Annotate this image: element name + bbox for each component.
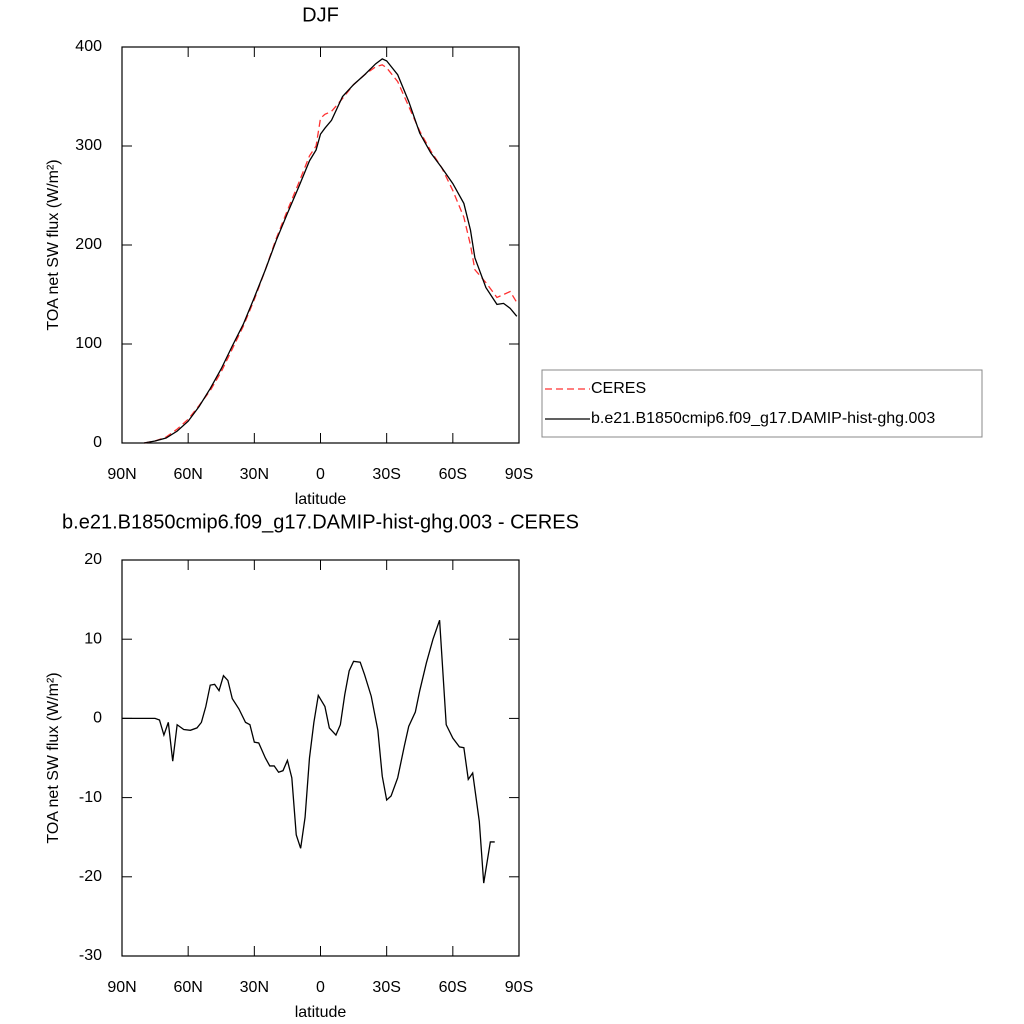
x-tick-label: 30N xyxy=(240,979,269,996)
chart-title: DJF xyxy=(302,4,339,26)
x-tick-label: 90N xyxy=(107,979,136,996)
y-tick-label: -20 xyxy=(79,868,102,885)
x-tick-label: 30S xyxy=(372,466,400,483)
legend-label: b.e21.B1850cmip6.f09_g17.DAMIP-hist-ghg.… xyxy=(591,410,935,427)
y-tick-label: 100 xyxy=(75,335,102,352)
plot-frame xyxy=(121,46,520,444)
x-tick-label: 30S xyxy=(372,979,400,996)
y-tick-label: -30 xyxy=(79,947,102,964)
plot-frame xyxy=(121,559,520,957)
y-tick-label: 0 xyxy=(93,434,102,451)
x-tick-label: 90S xyxy=(505,979,533,996)
x-axis-label: latitude xyxy=(295,491,347,508)
x-tick-label: 0 xyxy=(316,979,325,996)
x-tick-label: 60S xyxy=(439,979,467,996)
x-tick-label: 90S xyxy=(505,466,533,483)
y-tick-label: 200 xyxy=(75,236,102,253)
y-tick-label: -10 xyxy=(79,789,102,806)
y-axis-label: TOA net SW flux (W/m²) xyxy=(45,159,62,330)
x-tick-label: 60N xyxy=(173,979,202,996)
data-line xyxy=(122,619,495,884)
x-tick-label: 60N xyxy=(173,466,202,483)
chart-title: b.e21.B1850cmip6.f09_g17.DAMIP-hist-ghg.… xyxy=(62,511,579,533)
y-tick-label: 300 xyxy=(75,137,102,154)
x-axis-label: latitude xyxy=(295,1004,347,1021)
data-line xyxy=(143,64,518,444)
y-tick-label: 10 xyxy=(84,630,102,647)
x-tick-label: 30N xyxy=(240,466,269,483)
data-line xyxy=(143,58,518,444)
y-tick-label: 400 xyxy=(75,38,102,55)
legend-box xyxy=(541,369,983,438)
y-tick-label: 20 xyxy=(84,551,102,568)
x-tick-label: 0 xyxy=(316,466,325,483)
y-axis-label: TOA net SW flux (W/m²) xyxy=(45,672,62,843)
y-tick-label: 0 xyxy=(93,710,102,727)
x-tick-label: 90N xyxy=(107,466,136,483)
legend-label: CERES xyxy=(591,380,646,397)
x-tick-label: 60S xyxy=(439,466,467,483)
